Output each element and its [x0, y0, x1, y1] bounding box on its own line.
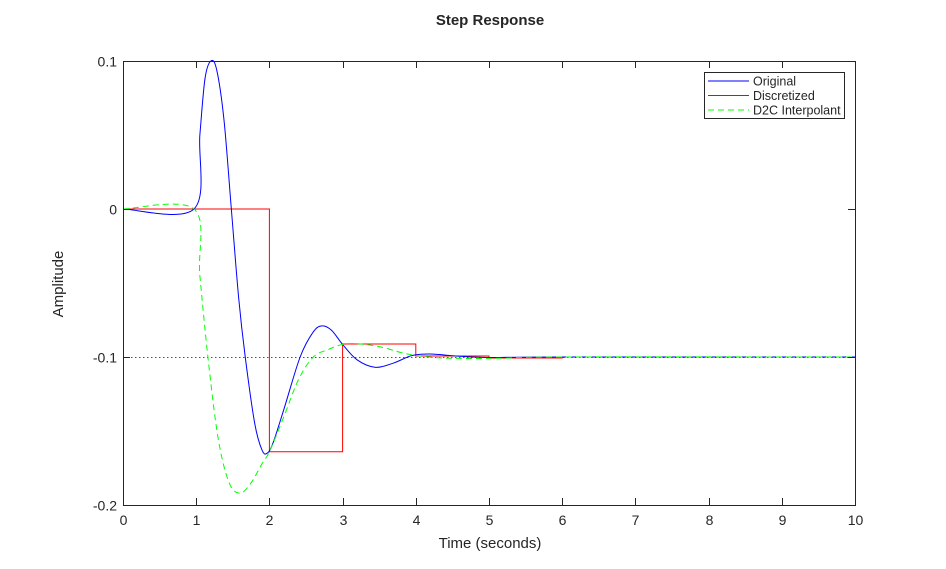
x-tick-label: 7 [632, 512, 640, 528]
x-tick-label: 1 [193, 512, 201, 528]
y-tick-label: -0.2 [93, 498, 117, 514]
y-tick-label: 0 [109, 202, 117, 218]
y-tick-label: 0.1 [98, 54, 118, 70]
legend-entry: Original [753, 75, 796, 89]
x-tick-label: 8 [706, 512, 714, 528]
x-tick-label: 9 [779, 512, 787, 528]
x-tick-label: 5 [486, 512, 494, 528]
series-d2c-interpolant [122, 203, 856, 494]
y-tick-label: -0.1 [93, 350, 117, 366]
x-tick-label: 4 [413, 512, 421, 528]
y-axis-label: Amplitude [50, 251, 67, 318]
legend-entry: Discretized [753, 89, 815, 103]
x-tick-label: 0 [120, 512, 128, 528]
x-tick-label: 2 [266, 512, 274, 528]
x-tick-label: 6 [559, 512, 567, 528]
chart-title: Step Response [436, 12, 544, 29]
x-tick-label: 3 [340, 512, 348, 528]
plot-area [123, 61, 855, 505]
x-tick-label: 10 [848, 512, 864, 528]
legend-entry: D2C Interpolant [753, 104, 841, 118]
series-original [122, 59, 856, 455]
x-axis-label: Time (seconds) [439, 535, 542, 552]
